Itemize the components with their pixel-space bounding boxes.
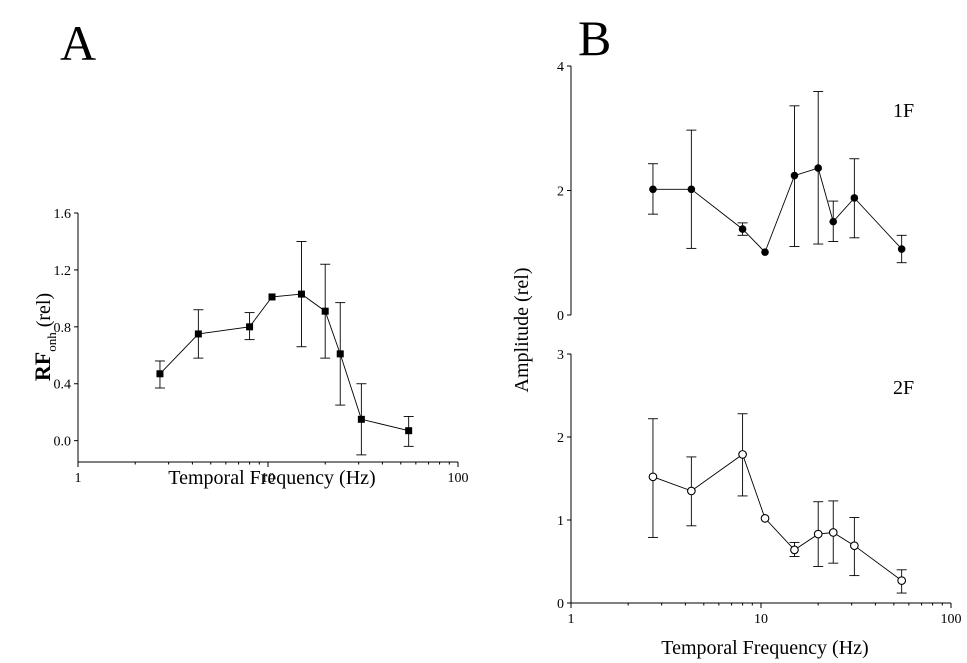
panel-b1-data-point — [790, 171, 799, 180]
panel-a-label: A — [60, 15, 96, 71]
panel-b2-data-point — [897, 576, 907, 585]
panel-b1-y-tick-label: 2 — [557, 185, 564, 200]
panel-b-shared-ylabel: Amplitude (rel) — [511, 268, 533, 393]
panel-b1-inset-label: 1F — [893, 100, 914, 122]
panel-b-label: B — [578, 10, 611, 66]
panel-b1-series-line — [653, 167, 903, 253]
panel-b2-y-tick-label: 0 — [557, 597, 564, 612]
panel-b2-series-line — [652, 453, 902, 581]
panel-a-data-point — [156, 370, 164, 378]
panel-b2-inset-label: 2F — [893, 377, 914, 399]
panel-a-y-tick-label: 0.0 — [54, 435, 72, 450]
panel-a-x-tick-label: 10 — [261, 471, 275, 486]
panel-a-data-point — [336, 350, 344, 358]
panel-a-series-line — [159, 293, 409, 432]
panel-b1-plot: 0 2 4 — [557, 60, 907, 324]
panel-b1-data-point — [761, 248, 769, 256]
panel-a-data-point — [268, 293, 276, 301]
panel-b2-y-tick-label: 1 — [557, 514, 564, 529]
panel-a-xlabel: Temporal Frequency (Hz) — [168, 467, 375, 489]
panel-b2-y-tick-label: 3 — [557, 348, 564, 363]
panel-b2-data-point — [813, 529, 823, 539]
panel-a-data-point — [321, 307, 329, 315]
panel-b1-data-point — [814, 164, 822, 172]
panel-b2-data-point — [648, 472, 658, 482]
panel-a-data-point — [246, 323, 254, 331]
panel-b2-data-point — [850, 541, 859, 551]
panel-a-ylabel-main: RF — [30, 352, 55, 381]
panel-b1-data-point — [649, 185, 657, 194]
panel-a-y-tick-label: 1.2 — [54, 264, 72, 279]
panel-b1-data-point — [829, 217, 838, 226]
panel-b2-data-point — [828, 528, 838, 537]
panel-a-y-tick-label: 0.8 — [54, 321, 72, 336]
panel-b1-data-point — [687, 185, 696, 194]
panel-b2-data-point — [687, 486, 696, 496]
panel-a-ylabel: RFonh (rel) — [30, 293, 59, 381]
panel-a-x-tick-label: 1 — [75, 471, 82, 486]
panel-a-y-tick-label: 0.4 — [54, 378, 72, 393]
panel-b1-data-point — [850, 194, 859, 202]
panel-a-data-point — [357, 415, 365, 423]
panel-b2-x-tick-label: 100 — [941, 612, 962, 627]
panel-b2-data-point — [790, 545, 799, 555]
panel-b2-data-point — [738, 450, 747, 459]
panel-b-xlabel: Temporal Frequency (Hz) — [661, 637, 868, 659]
panel-b2-x-tick-label: 1 — [568, 612, 575, 627]
panel-b2-y-tick-label: 2 — [557, 431, 564, 446]
panel-b1-y-tick-label: 0 — [557, 309, 564, 324]
panel-a-data-point — [297, 290, 305, 298]
panel-a-ylabel-suffix: (rel) — [33, 293, 55, 332]
panel-b2-data-point — [760, 513, 770, 523]
panel-a-data-point — [194, 330, 202, 338]
panel-a-y-tick-label: 1.6 — [54, 207, 72, 222]
panel-a-ylabel-sub: onh — [44, 332, 59, 352]
panel-b1-data-point — [738, 225, 747, 233]
panel-b1-data-point — [897, 245, 906, 253]
panel-b1-y-tick-label: 4 — [557, 60, 564, 75]
panel-a-plot: 0.0 0.4 0.8 1.2 1.6 1 10 100 — [54, 207, 469, 486]
panel-a-x-tick-label: 100 — [448, 471, 469, 486]
panel-b2-x-tick-label: 10 — [754, 612, 768, 627]
panel-a-data-point — [405, 427, 413, 435]
